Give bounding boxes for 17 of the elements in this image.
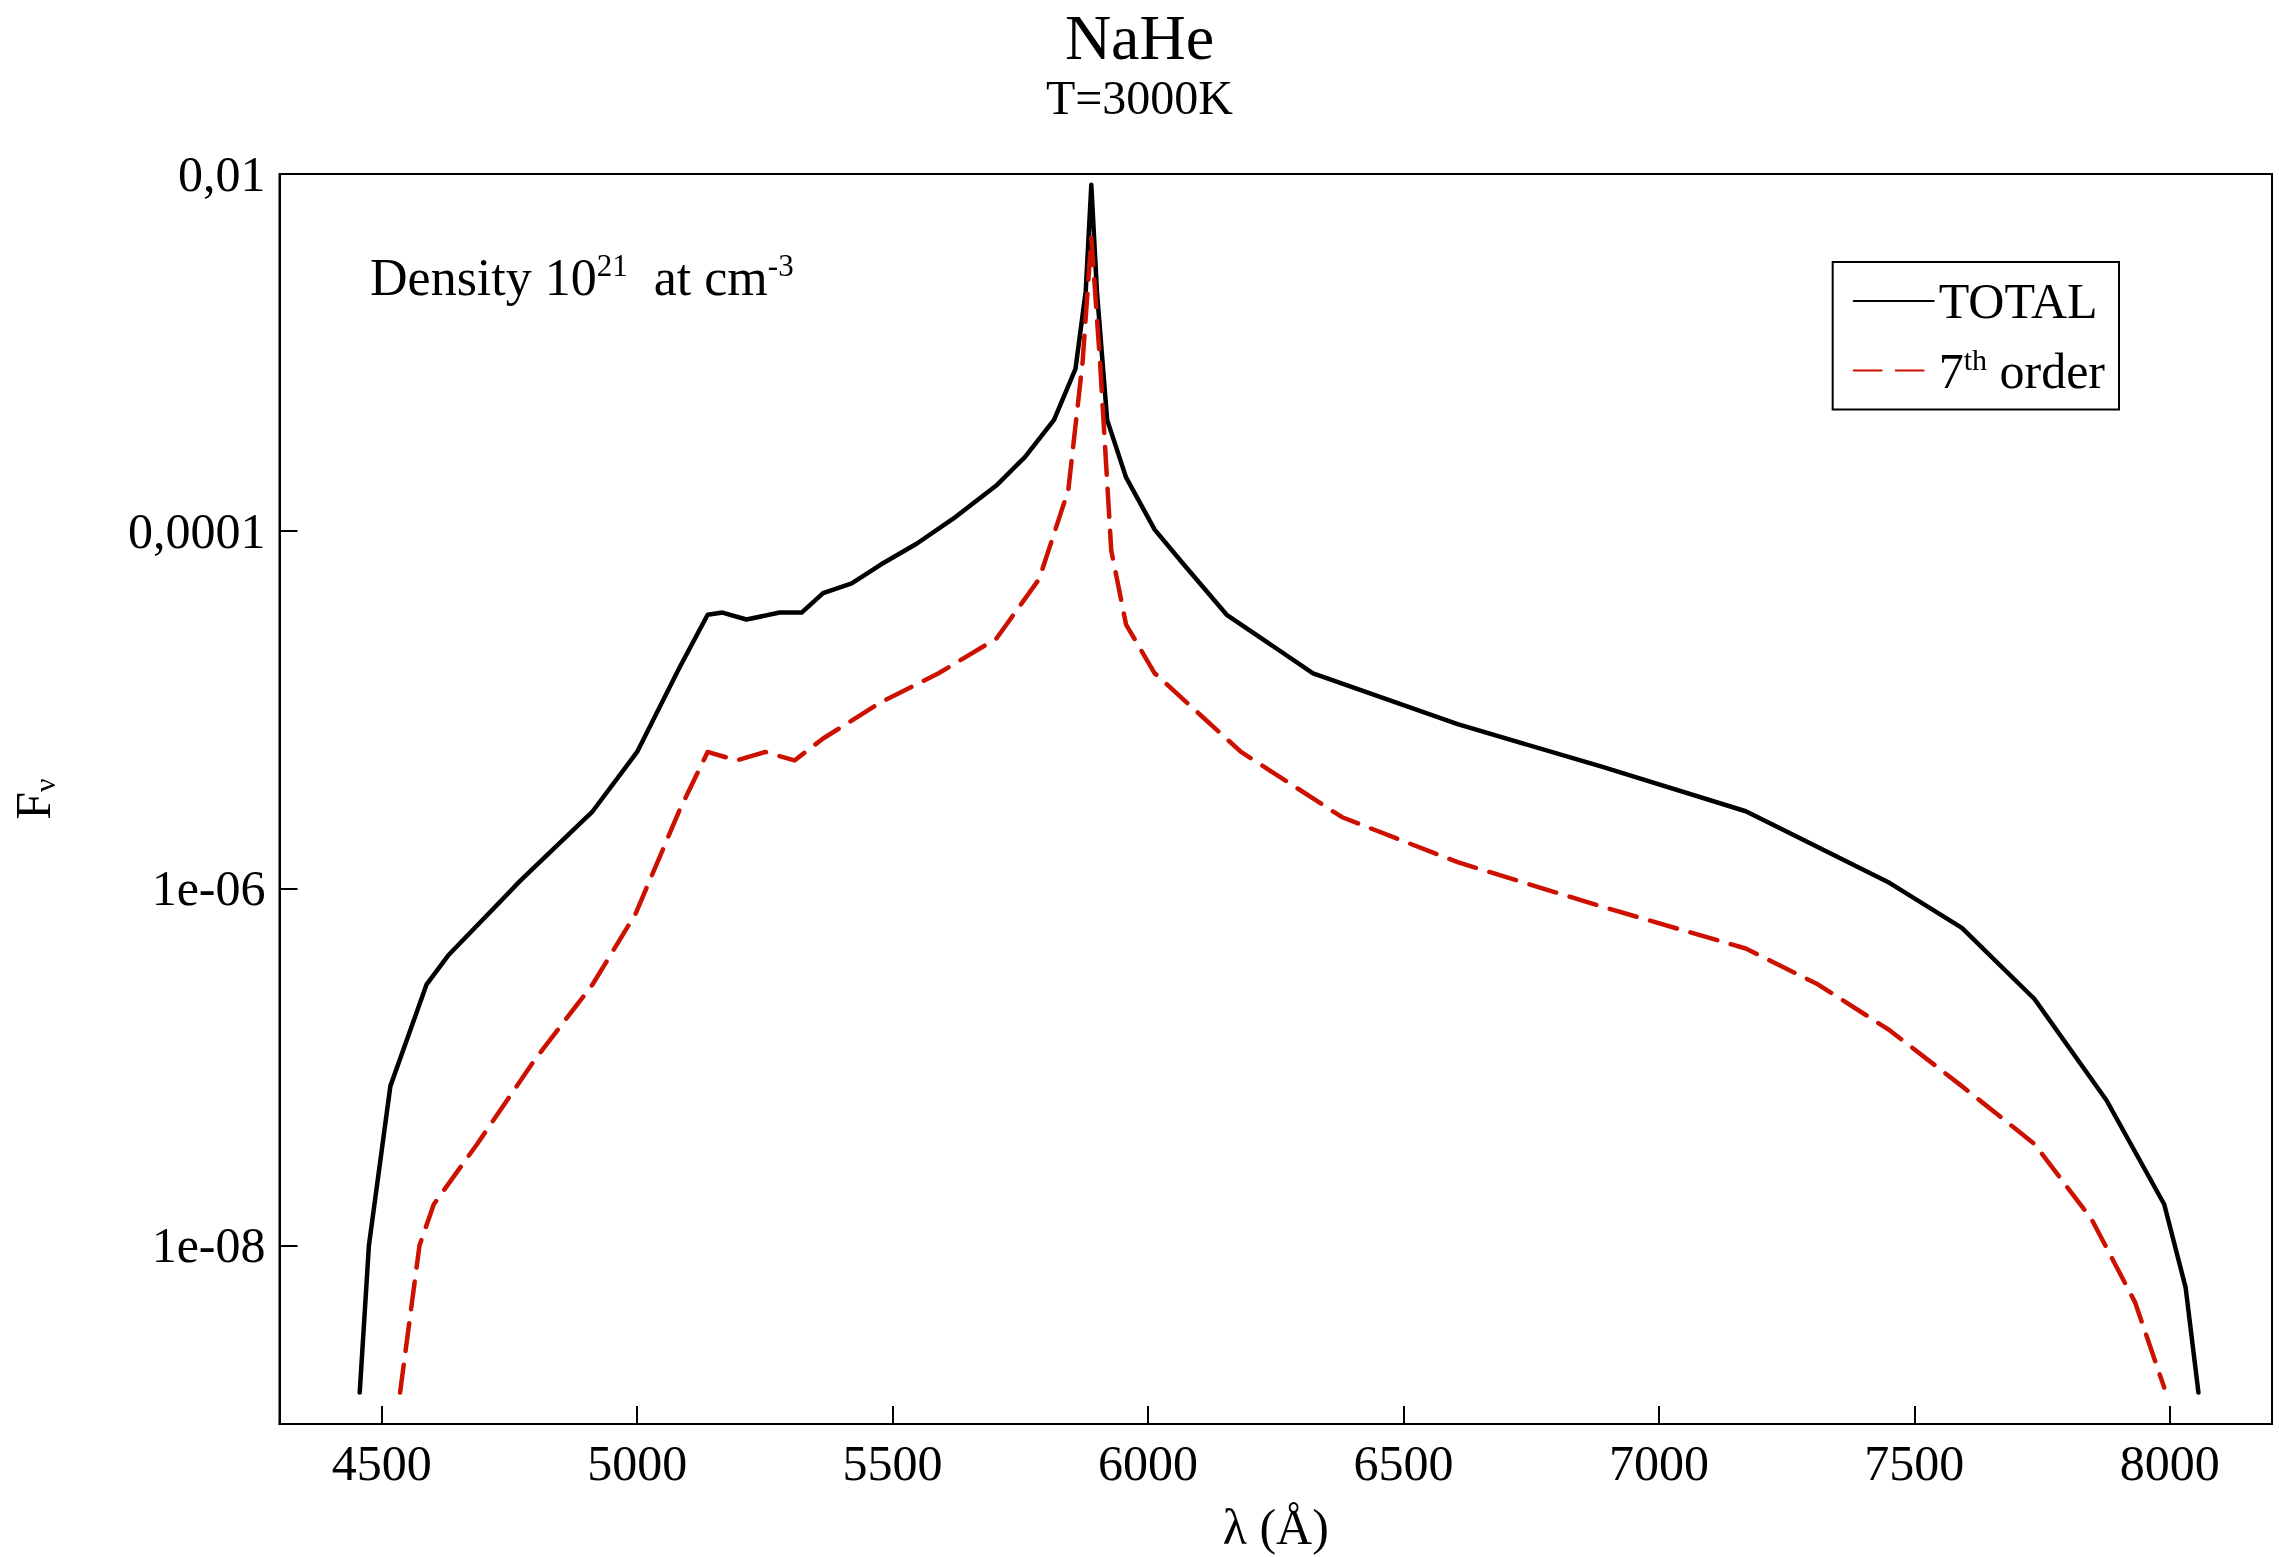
y-tick-label: 1e-08 [151, 1217, 266, 1274]
x-axis-title: λ (Å) [1222, 1499, 1329, 1555]
x-tick-label: 5000 [587, 1435, 688, 1491]
x-tick-label: 4500 [331, 1435, 432, 1491]
legend-label: TOTAL [1938, 273, 2098, 329]
x-tick-label: 6000 [1098, 1435, 1199, 1491]
chart-title: NaHe [1064, 1, 1215, 73]
x-tick-label: 6500 [1353, 1435, 1454, 1491]
x-tick-label: 8000 [2119, 1435, 2220, 1491]
x-tick-label: 7000 [1608, 1435, 1709, 1491]
y-tick-label: 0,01 [178, 146, 266, 202]
x-tick-label: 7500 [1864, 1435, 1965, 1491]
y-axis-title: Fν [5, 778, 61, 820]
y-tick-label: 0,0001 [128, 503, 266, 560]
chart-subtitle: T=3000K [1045, 70, 1234, 124]
y-tick-label: 1e-06 [151, 860, 266, 917]
x-tick-label: 5500 [842, 1435, 943, 1491]
